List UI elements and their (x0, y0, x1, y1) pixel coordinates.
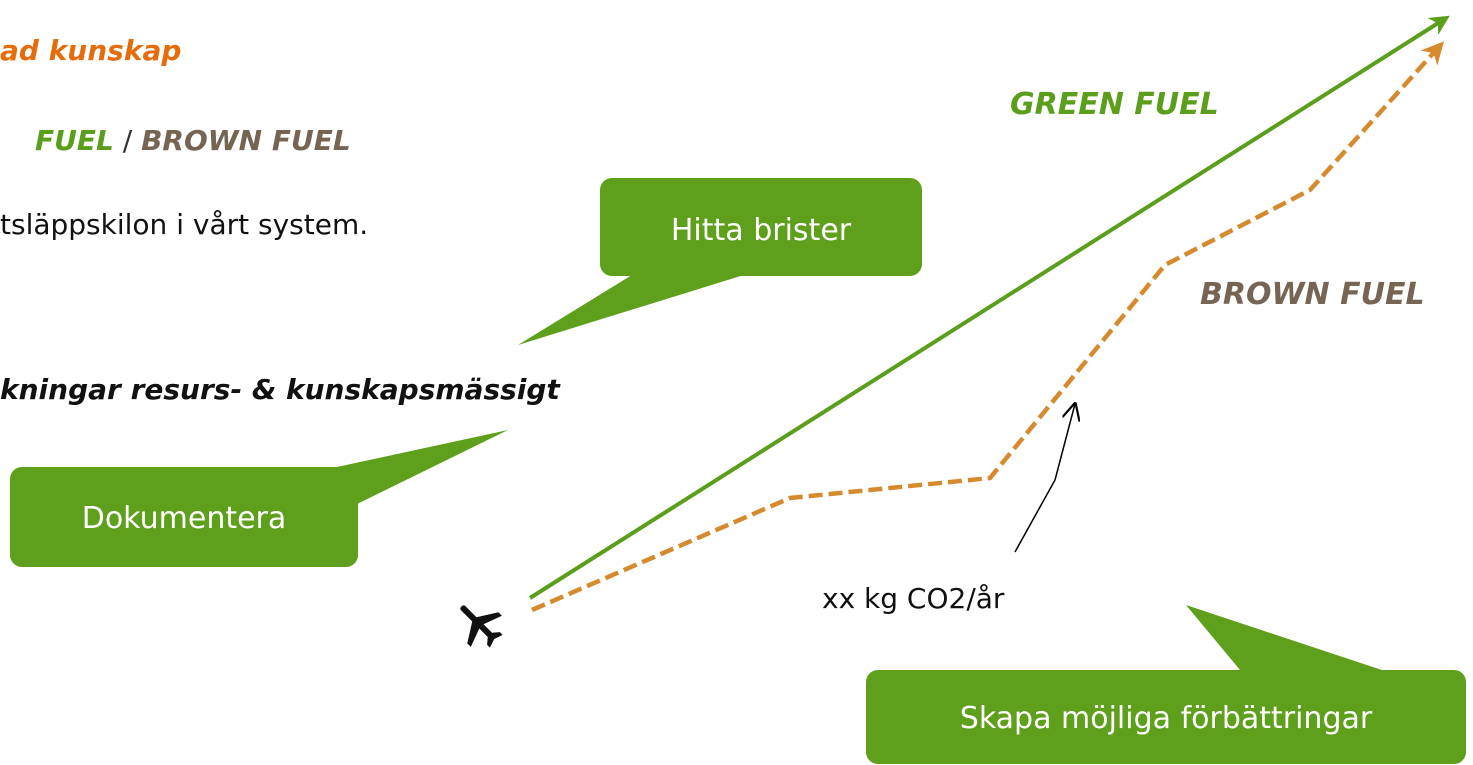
pointer-arrow (1014, 404, 1075, 553)
body-line-bold: kningar resurs- & kunskapsmässigt (0, 373, 561, 406)
green-fuel-label: GREEN FUEL (1010, 87, 1219, 122)
fuel-green: FUEL (35, 124, 114, 157)
callout-hitta: Hitta brister (518, 178, 922, 345)
callout-text: Dokumentera (82, 501, 287, 536)
fuel-brown: BROWN FUEL (141, 124, 351, 157)
fuel-separator: / (114, 124, 141, 157)
airplane-icon (460, 605, 503, 648)
body-line: tsläppskilon i vårt system. (0, 208, 368, 241)
brown-fuel-label: BROWN FUEL (1200, 277, 1425, 312)
emission-label: xx kg CO2/år (822, 582, 1005, 615)
green-fuel-line (528, 15, 1450, 600)
callout-text: Skapa möjliga förbättringar (960, 701, 1373, 736)
callout-dokumentera: Dokumentera (10, 430, 508, 567)
callout-skapa: Skapa möjliga förbättringar (866, 605, 1466, 764)
callout-text: Hitta brister (671, 213, 852, 248)
fuel-line: FUEL / BROWN FUEL (35, 124, 351, 157)
heading: ad kunskap (0, 34, 181, 67)
brown-fuel-line (531, 41, 1445, 613)
